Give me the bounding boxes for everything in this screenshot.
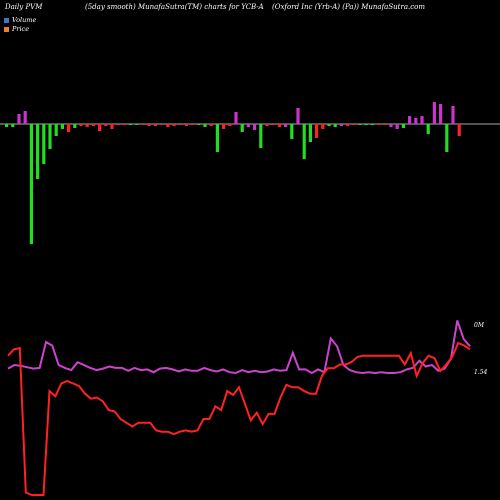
pvm-bar (240, 124, 244, 132)
chart-legend: Volume Price (4, 16, 36, 34)
pvm-bar (339, 124, 343, 126)
pvm-bar (253, 124, 257, 130)
pvm-bar (147, 124, 151, 126)
pvm-bar (160, 124, 164, 125)
pvm-bar (414, 118, 418, 124)
pvm-bar (153, 124, 157, 126)
pvm-bar (178, 124, 182, 125)
pvm-bar (11, 124, 15, 127)
pvm-bar (42, 124, 46, 164)
volume-line (7, 320, 471, 375)
legend-swatch-volume (4, 18, 9, 23)
pvm-bar (135, 124, 139, 125)
pvm-bar (234, 112, 238, 124)
pvm-bar (364, 124, 368, 125)
pvm-bar (184, 124, 188, 126)
pvm-bar (215, 124, 219, 152)
header-left: Daily PVM (5, 3, 43, 11)
pvm-bar (420, 116, 424, 124)
pvm-bar (290, 124, 294, 139)
pvm-bar (17, 114, 21, 124)
pvm-bar (5, 124, 9, 127)
pvm-bar (315, 124, 319, 138)
pvm-bar (98, 124, 102, 131)
pvm-bar (104, 124, 108, 126)
pvm-bar (284, 124, 288, 127)
pvm-bar (36, 124, 40, 179)
pvm-bar (203, 124, 207, 127)
pvm-bar (129, 124, 133, 125)
pvm-bars (5, 102, 461, 244)
pvm-bar (457, 124, 461, 136)
pvm-bar (296, 108, 300, 124)
pvm-bar (445, 124, 449, 152)
pvm-bar (389, 124, 393, 127)
pvm-bar (141, 124, 145, 125)
pvm-bar (333, 124, 337, 127)
pvm-bar (358, 124, 362, 125)
pvm-bar (191, 124, 195, 125)
pvm-bar (172, 124, 176, 126)
pvm-bar (346, 124, 350, 126)
pvm-bar (197, 124, 201, 125)
volume-last-label: 0M (474, 322, 485, 329)
legend-swatch-price (4, 27, 9, 32)
pvm-bar (370, 124, 374, 125)
pvm-bar (439, 104, 443, 124)
pvm-bar (377, 124, 381, 125)
pvm-bar (395, 124, 399, 129)
pvm-bar (166, 124, 170, 127)
pvm-bar (85, 124, 89, 127)
pvm-bar (401, 124, 405, 128)
header-middle: (5day smooth) MunafaSutra(TM) charts for… (85, 3, 264, 11)
pvm-bar (308, 124, 312, 142)
pvm-bar (54, 124, 58, 136)
pvm-bar (327, 124, 331, 126)
pvm-bar (60, 124, 64, 129)
pvm-bar (228, 124, 232, 126)
pvm-bar (277, 124, 281, 127)
header-right: (Oxford Inc (Yrb-A) (Pa)) MunafaSutra.co… (272, 3, 425, 11)
pvm-bar (426, 124, 430, 134)
pvm-bar (116, 124, 120, 125)
pvm-bar (209, 124, 213, 126)
legend-item-price: Price (4, 25, 36, 34)
pvm-bar (246, 124, 250, 127)
price-last-label: 1.54 (474, 369, 488, 376)
pvm-bar (451, 106, 455, 124)
pvm-bar (110, 124, 114, 129)
pvm-bar (29, 124, 33, 244)
pvm-bar (302, 124, 306, 159)
legend-label-price: Price (12, 25, 30, 33)
pvm-bar (23, 111, 27, 124)
pvm-bar (259, 124, 263, 148)
pvm-bar (432, 102, 436, 124)
pvm-bar (48, 124, 52, 149)
pvm-bar (383, 124, 387, 125)
pvm-bar (352, 124, 356, 125)
pvm-bar (73, 124, 77, 128)
pvm-bar (67, 124, 71, 132)
pvm-bar (265, 124, 269, 126)
pvm-bar (271, 124, 275, 125)
legend-item-volume: Volume (4, 16, 36, 25)
pvm-bar (122, 124, 126, 125)
pvm-bar (79, 124, 83, 126)
price-line (7, 341, 471, 496)
pvm-bar (408, 116, 412, 124)
pvm-bar (91, 124, 95, 126)
legend-label-volume: Volume (12, 16, 37, 24)
pvm-bar (321, 124, 325, 129)
pvm-bar (222, 124, 226, 129)
